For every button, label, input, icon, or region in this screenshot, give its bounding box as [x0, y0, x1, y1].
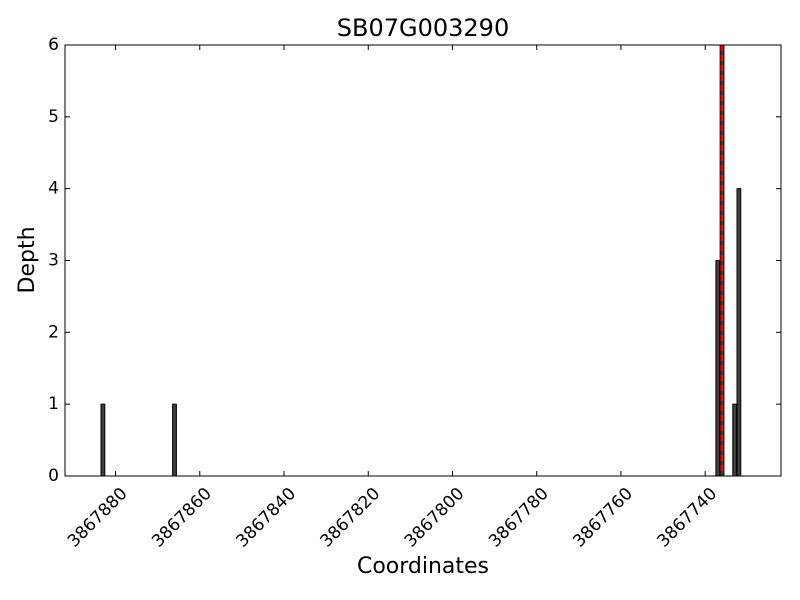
y-tick-label: 0	[48, 466, 59, 486]
y-axis-label: Depth	[15, 226, 40, 293]
x-tick-label: 3867800	[401, 484, 469, 552]
chart-title: SB07G003290	[337, 14, 509, 42]
x-axis-label: Coordinates	[357, 554, 489, 579]
y-tick-label: 1	[48, 394, 59, 414]
bar	[715, 260, 721, 477]
x-tick-label: 3867860	[148, 484, 216, 552]
y-tick-label: 5	[48, 107, 59, 127]
bar	[100, 403, 106, 477]
bar	[732, 403, 738, 477]
y-tick-label: 6	[48, 35, 59, 55]
x-tick-label: 3867760	[569, 484, 637, 552]
y-tick-label: 4	[48, 179, 59, 199]
x-tick-label: 3867820	[317, 484, 385, 552]
bar	[172, 403, 177, 477]
x-tick-label: 3867780	[485, 484, 553, 552]
y-tick-label: 3	[48, 251, 59, 271]
x-tick-label: 3867840	[232, 484, 300, 552]
x-tick-label: 3867880	[64, 484, 132, 552]
x-tick-label: 3867740	[654, 484, 722, 552]
y-tick-label: 2	[48, 322, 59, 342]
bar	[736, 188, 742, 477]
